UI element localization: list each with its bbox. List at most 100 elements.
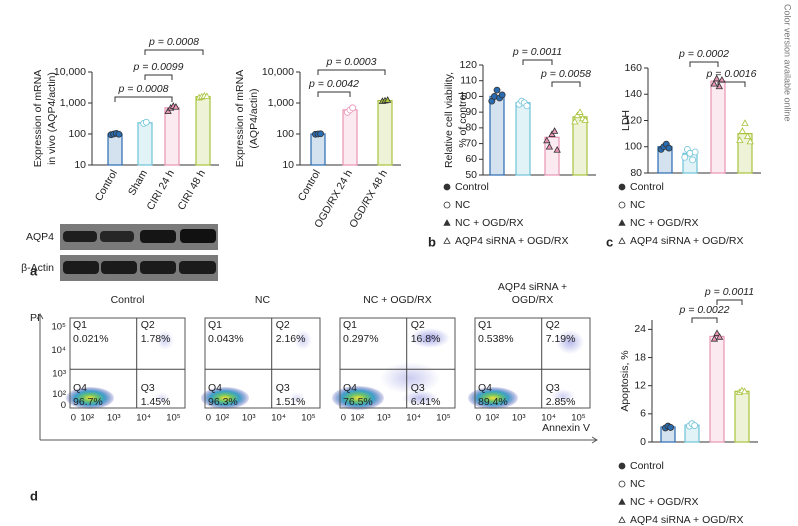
event-density (66, 387, 114, 409)
y-tick-label: 1,000 (268, 97, 294, 109)
p-value: p = 0.0016 (706, 68, 757, 80)
quadrant-label: Q4 (208, 382, 222, 394)
y-tick-label: 160 (624, 62, 642, 74)
band (63, 231, 97, 242)
event-density (201, 387, 249, 409)
quadrant-label: Q3 (411, 382, 425, 394)
quadrant-percent: 96.7% (73, 396, 103, 408)
x-tick-label: 10² (350, 413, 364, 424)
event-density (468, 387, 518, 409)
quadrant-label: Q3 (546, 382, 560, 394)
legend-label: AQP4 siRNA + OGD/RX (630, 235, 744, 247)
x-tick-label: Sham (126, 168, 150, 198)
y-tick-label: 100 (624, 141, 642, 153)
legend-label: Control (455, 181, 489, 193)
point (691, 422, 698, 429)
p-value: p = 0.0011 (704, 286, 754, 298)
point (115, 130, 123, 138)
y-axis-label: in vivo (AQP4/actin) (46, 72, 58, 165)
event-density (289, 392, 305, 404)
point (618, 219, 626, 226)
bar (195, 96, 211, 166)
x-tick-label: 10³ (512, 413, 526, 424)
quadrant-label: Q1 (478, 319, 492, 331)
quadrant-label: Q3 (141, 382, 155, 394)
y-tick-label: 120 (459, 59, 477, 71)
band (140, 261, 176, 274)
quadrant-percent: 1.51% (276, 396, 306, 408)
y-tick-label: 90 (465, 106, 477, 118)
panel-label: b (428, 234, 436, 249)
panel-label: a (30, 263, 38, 278)
quadrant-percent: 7.19% (546, 333, 576, 345)
legend-label: AQP4 siRNA + OGD/RX (630, 514, 744, 526)
point (443, 201, 451, 209)
x-tick-label: 0 (476, 413, 481, 424)
y-tick-label: 24 (634, 323, 646, 335)
y-axis-label: Expression of mRNA (32, 70, 44, 167)
point (689, 156, 696, 164)
x-tick-label: 10⁴ (136, 413, 151, 424)
band (101, 261, 137, 274)
y-tick-label: 18 (634, 351, 646, 363)
point (618, 237, 626, 244)
significance-bracket (717, 81, 746, 87)
bar (709, 335, 725, 443)
y-tick-label: 10³ (52, 368, 66, 379)
point (743, 132, 752, 140)
bar (164, 107, 180, 166)
axis-arrow (36, 313, 598, 444)
point (203, 92, 211, 100)
x-tick-label: 0 (71, 413, 76, 424)
point (576, 108, 584, 115)
bar (572, 116, 588, 176)
y-tick-label: 6 (640, 408, 646, 420)
significance-bracket (522, 59, 553, 65)
bar (342, 109, 358, 166)
band (100, 231, 134, 242)
significance-bracket (317, 69, 386, 75)
x-tick-label: 0 (206, 413, 211, 424)
plot-title: Control (111, 294, 145, 306)
x-tick-label: 10⁵ (571, 413, 586, 424)
significance-bracket (144, 49, 204, 55)
p-value: p = 0.0022 (679, 304, 730, 316)
point (443, 183, 451, 191)
p-value: p = 0.0002 (678, 48, 729, 60)
x-tick-label: 10⁵ (166, 413, 181, 424)
y-tick-label: 10² (52, 389, 66, 400)
x-tick-label: 10³ (107, 413, 121, 424)
point (681, 153, 689, 161)
y-tick-label: 0 (640, 436, 646, 448)
significance-bracket (689, 61, 719, 67)
quadrant-label: Q2 (411, 319, 425, 331)
band (179, 261, 216, 274)
quadrant-label: Q2 (141, 319, 155, 331)
quadrant-label: Q2 (276, 319, 290, 331)
point (713, 74, 721, 82)
quadrant-label: Q1 (343, 319, 357, 331)
quadrant-percent: 76.5% (343, 396, 373, 408)
p-value: p = 0.0008 (148, 36, 199, 48)
y-tick-label: 0 (61, 400, 66, 411)
p-value: p = 0.0008 (118, 83, 169, 95)
point (571, 117, 579, 125)
quadrant-label: Q2 (546, 319, 560, 331)
plot-frame (69, 317, 186, 409)
point (142, 118, 150, 126)
legend-label: Control (630, 181, 664, 193)
bar (310, 133, 326, 166)
y-axis-label: Apoptosis, % (619, 350, 631, 411)
plot-title: AQP4 siRNA + (498, 281, 567, 293)
plot-title: OGD/RX (512, 294, 553, 306)
event-density (332, 386, 384, 410)
point (573, 111, 582, 119)
point (618, 516, 626, 523)
point (665, 144, 673, 152)
blot-label: β-Actin (21, 262, 54, 274)
y-tick-label: 10,000 (54, 66, 86, 78)
y-axis-label: Expression of mRNA (234, 70, 246, 167)
y-tick-label: 10⁴ (51, 345, 66, 356)
point (493, 86, 501, 94)
